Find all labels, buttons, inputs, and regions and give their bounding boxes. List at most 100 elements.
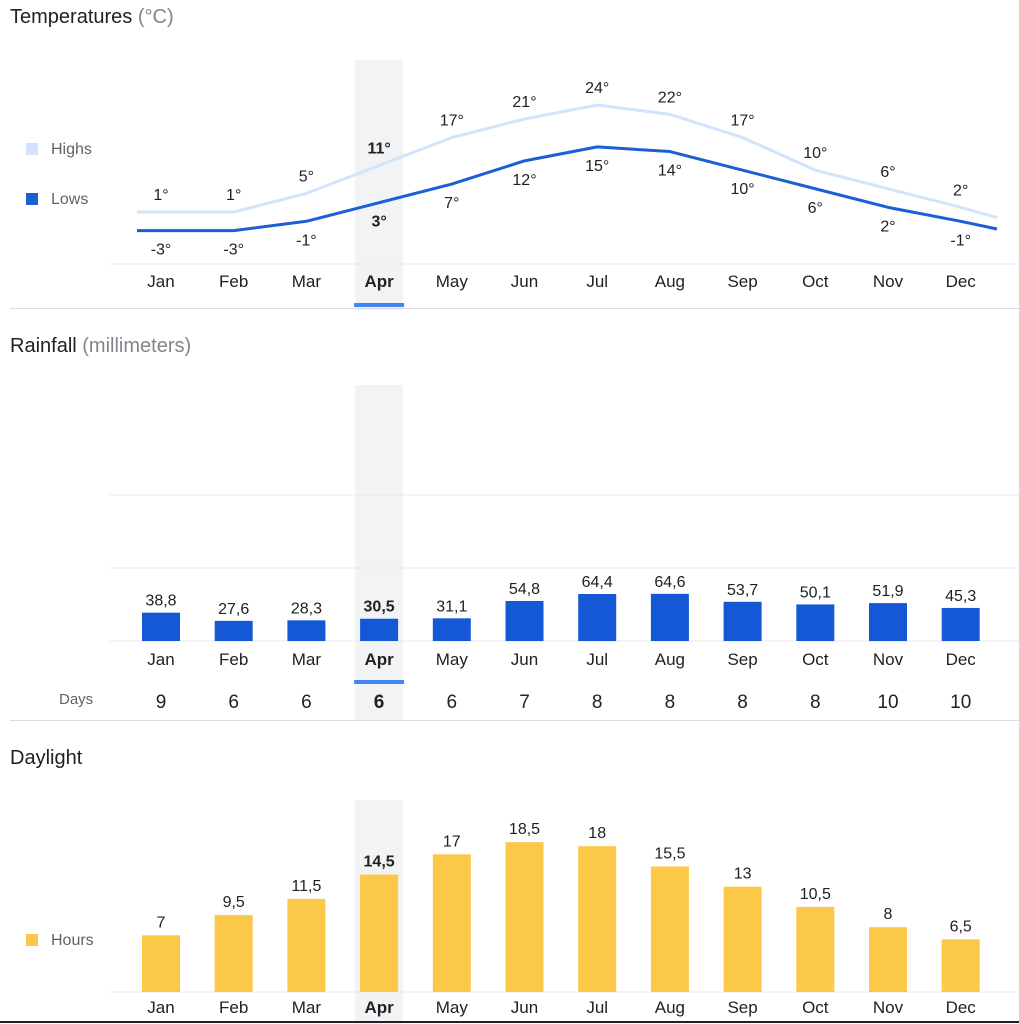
month-label: Aug [655,650,685,669]
daylight-title-text: Daylight [10,747,83,769]
highs-data-label: 17° [440,113,464,130]
rain-days-value: 6 [301,692,312,713]
rainfall-data-label: 45,3 [945,588,976,605]
rain-days-value: 8 [737,692,748,713]
daylight-data-label: 11,5 [291,878,321,895]
days-row-label: Days [59,691,93,708]
highs-data-label: 6° [880,164,895,181]
selected-month-indicator [354,303,405,307]
rainfall-data-label: 64,6 [654,574,685,591]
lows-legend-swatch [26,193,38,205]
month-label: May [436,650,469,669]
rainfall-bar [578,593,617,641]
month-label: Jan [147,272,174,291]
lows-data-label: 15° [585,158,609,175]
lows-legend-label: Lows [51,191,88,208]
temperatures-unit: (°C) [137,6,174,28]
hours-legend-label: Hours [51,932,94,949]
rainfall-bar [432,618,471,641]
rain-days-value: 7 [519,692,530,713]
rainfall-bar [869,603,907,641]
daylight-bar [941,939,980,992]
selected-month-indicator [354,680,405,684]
lows-data-label: -3° [223,242,244,259]
lows-data-label: 6° [808,200,823,217]
selected-month-highlight [355,385,404,720]
highs-data-label: 1° [153,187,168,204]
rainfall-bar [142,612,180,641]
lows-series-line [137,145,998,233]
section-divider [10,720,1019,721]
month-label: Mar [292,998,322,1017]
rainfall-bar [796,604,835,641]
lows-data-label: 7° [444,195,459,212]
highs-data-label: 10° [803,145,827,162]
daylight-bar [723,886,762,992]
rainfall-data-label: 50,1 [800,584,831,601]
month-label: Jan [147,650,174,669]
highs-data-label: 2° [953,182,968,199]
rainfall-chart: 38,8 27,6 28,3 30,5 31,1 54,8 64,4 64,6 53,7 50,1… [59,385,1019,720]
month-label: Apr [364,998,394,1017]
rain-days-value: 10 [877,692,898,713]
month-label: Jul [586,998,608,1017]
selected-month-highlight [355,60,404,310]
daylight-bar [578,846,617,992]
highs-data-label: 21° [512,94,536,111]
rain-days-value: 6 [447,692,458,713]
month-label: Aug [655,998,685,1017]
month-label: Jul [586,272,608,291]
highs-legend-label: Highs [51,141,92,158]
month-label: Feb [219,272,248,291]
month-label: Oct [802,272,829,291]
lows-data-label: 14° [658,163,682,180]
rain-days-value: 6 [374,692,385,713]
daylight-data-label: 14,5 [364,854,395,871]
daylight-data-label: 9,5 [223,894,245,911]
highs-data-label: 17° [730,113,754,130]
daylight-data-label: 17 [443,833,461,850]
lows-data-label: -1° [950,232,971,249]
rainfall-data-label: 64,4 [582,574,613,591]
rainfall-bar [650,593,689,641]
month-label: Mar [292,650,322,669]
temperature-chart: 1° 1° 5° 11° 17° 21° 24° 22° 17° 10° 6° 2° -3° -3° -1°… [26,60,1019,310]
lows-data-label: 2° [880,218,895,235]
rainfall-bar [505,600,544,641]
daylight-chart: 7 9,5 11,5 14,5 17 18,5 18 15,5 13 10,5 8 6,5 Hours J… [26,800,1019,1024]
daylight-bar [505,842,544,992]
rain-days-value: 6 [228,692,239,713]
month-label: Jul [586,650,608,669]
temperatures-title: Temperatures (°C) [10,6,174,29]
lows-data-label: 3° [371,214,386,231]
rainfall-data-label: 53,7 [727,582,758,599]
month-label: Aug [655,272,685,291]
bottom-rule [0,1021,1019,1023]
month-label: Mar [292,272,322,291]
highs-data-label: 24° [585,80,609,97]
daylight-data-label: 18,5 [509,821,540,838]
rainfall-data-label: 27,6 [218,601,249,618]
rainfall-data-label: 30,5 [364,599,395,616]
highs-data-label: 5° [299,168,314,185]
rainfall-data-label: 31,1 [436,598,467,615]
rainfall-bar [941,607,980,641]
lows-data-label: 12° [512,172,536,189]
month-label: Nov [873,650,904,669]
daylight-data-label: 10,5 [800,886,831,903]
month-label: May [436,272,469,291]
lows-data-label: -1° [296,232,317,249]
highs-data-label: 22° [658,89,682,106]
month-label: Jun [511,272,538,291]
highs-data-label: 11° [367,141,390,158]
highs-series-line [137,103,998,220]
rainfall-unit: (millimeters) [82,335,192,357]
month-label: Dec [946,998,977,1017]
daylight-data-label: 6,5 [950,918,972,935]
month-label: Jun [511,998,538,1017]
daylight-bar [142,935,180,992]
month-label: May [436,998,469,1017]
month-label: Feb [219,650,248,669]
rain-days-value: 8 [592,692,603,713]
lows-data-label: -3° [151,242,172,259]
